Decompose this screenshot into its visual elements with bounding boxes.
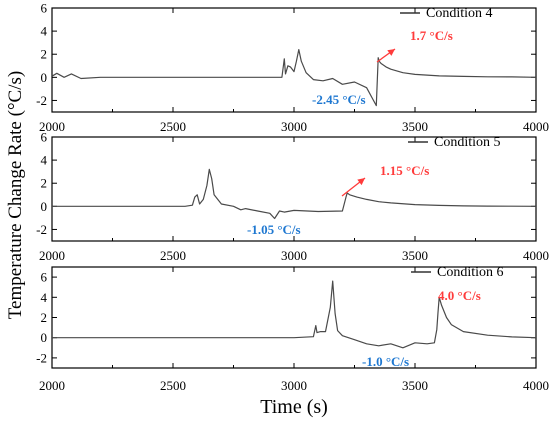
y-tick-label: 2 bbox=[41, 47, 48, 62]
series-line bbox=[52, 168, 537, 220]
y-tick-label: 6 bbox=[41, 130, 48, 145]
x-tick-label: 3500 bbox=[402, 378, 428, 393]
y-tick-label: 0 bbox=[41, 70, 48, 85]
x-tick-label: 3000 bbox=[281, 119, 307, 134]
y-tick-label: 6 bbox=[41, 270, 48, 285]
min-rate-annotation: -1.05 °C/s bbox=[247, 222, 301, 237]
legend-label: Condition 4 bbox=[426, 6, 493, 21]
peak-rate-annotation: 4.0 °C/s bbox=[438, 288, 481, 303]
peak-rate-annotation: 1.7 °C/s bbox=[410, 28, 453, 43]
x-tick-label: 3500 bbox=[402, 119, 428, 134]
x-axis-label: Time (s) bbox=[260, 396, 328, 418]
x-tick-label: 3000 bbox=[281, 248, 307, 263]
y-tick-label: -2 bbox=[36, 93, 47, 108]
x-tick-label: 2000 bbox=[39, 378, 65, 393]
series-line bbox=[52, 280, 537, 349]
y-tick-label: 4 bbox=[41, 153, 48, 168]
x-tick-label: 4000 bbox=[523, 119, 549, 134]
x-tick-label: 2500 bbox=[160, 119, 186, 134]
y-tick-label: -2 bbox=[36, 350, 47, 365]
x-tick-label: 2500 bbox=[160, 248, 186, 263]
y-tick-label: 2 bbox=[41, 310, 48, 325]
legend-label: Condition 6 bbox=[437, 265, 504, 280]
y-tick-label: 4 bbox=[41, 290, 48, 305]
x-tick-label: 2000 bbox=[39, 248, 65, 263]
red-arrow-head bbox=[357, 178, 365, 186]
y-tick-label: 0 bbox=[41, 199, 48, 214]
x-tick-label: 4000 bbox=[523, 378, 549, 393]
y-tick-label: 4 bbox=[41, 24, 48, 39]
y-tick-label: -2 bbox=[36, 222, 47, 237]
x-tick-label: 2000 bbox=[39, 119, 65, 134]
min-rate-annotation: -1.0 °C/s bbox=[362, 354, 409, 369]
y-axis-label: Temperature Change Rate (°C/s) bbox=[5, 71, 26, 319]
peak-rate-annotation: 1.15 °C/s bbox=[380, 163, 429, 178]
y-tick-label: 2 bbox=[41, 176, 48, 191]
x-tick-label: 3500 bbox=[402, 248, 428, 263]
x-tick-label: 2500 bbox=[160, 378, 186, 393]
panel-frame bbox=[51, 7, 537, 113]
min-rate-annotation: -2.45 °C/s bbox=[312, 92, 366, 107]
panel-frame bbox=[51, 266, 537, 369]
x-tick-label: 4000 bbox=[523, 248, 549, 263]
y-tick-label: 6 bbox=[41, 1, 48, 16]
legend-label: Condition 5 bbox=[434, 135, 501, 150]
y-tick-label: 0 bbox=[41, 330, 48, 345]
red-arrow-head bbox=[387, 49, 395, 56]
series-line bbox=[51, 48, 537, 107]
x-tick-label: 3000 bbox=[281, 378, 307, 393]
